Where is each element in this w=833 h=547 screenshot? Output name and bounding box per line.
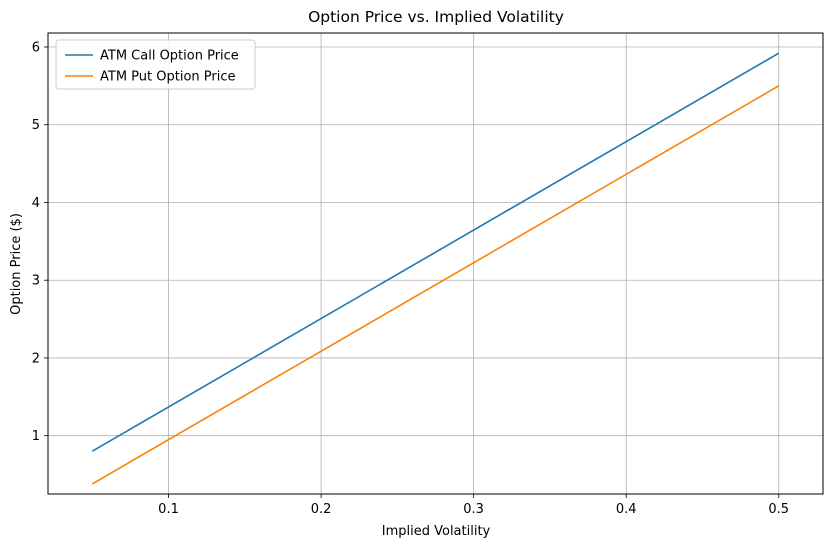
series-line-1 xyxy=(91,52,780,452)
y-axis-title: Option Price ($) xyxy=(9,213,24,315)
plot-frame xyxy=(47,32,824,495)
x-tick-label: 0.5 xyxy=(768,502,789,517)
legend-frame xyxy=(55,39,256,90)
axis-ticks: 0.1 0.2 0.3 0.4 0.5 1 2 3 4 5 6 xyxy=(32,40,789,517)
y-tick-label: 4 xyxy=(32,196,40,211)
x-axis-title: Implied Volatility xyxy=(382,524,491,539)
x-tick-label: 0.1 xyxy=(158,502,179,517)
x-tick-label: 0.2 xyxy=(311,502,332,517)
y-tick-label: 5 xyxy=(32,118,40,133)
y-tick-label: 2 xyxy=(32,351,40,366)
chart-title: Option Price vs. Implied Volatility xyxy=(308,8,564,26)
y-tick-label: 1 xyxy=(32,429,40,444)
series-line-2 xyxy=(91,85,780,485)
legend: ATM Call Option Price ATM Put Option Pric… xyxy=(55,39,256,90)
series-lines xyxy=(91,52,780,485)
legend-label: ATM Put Option Price xyxy=(100,70,235,85)
y-tick-label: 6 xyxy=(32,40,40,55)
legend-label: ATM Call Option Price xyxy=(100,49,239,64)
grid-lines xyxy=(48,33,823,494)
x-tick-label: 0.4 xyxy=(616,502,637,517)
x-tick-label: 0.3 xyxy=(463,502,484,517)
y-tick-label: 3 xyxy=(32,274,40,289)
